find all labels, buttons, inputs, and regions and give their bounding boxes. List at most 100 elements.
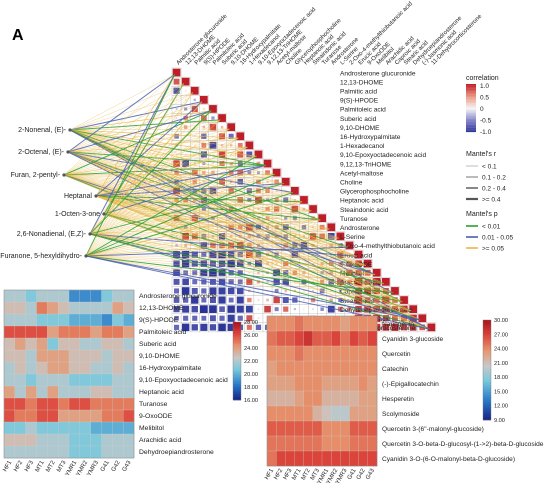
heat-cell: [303, 450, 314, 467]
heat-cell: [285, 330, 295, 347]
colorbar-swatch: [233, 350, 241, 353]
heat-cell: [358, 450, 369, 467]
mantel-edge: [89, 210, 312, 235]
mantel-edge: [89, 228, 330, 235]
heat-cell: [79, 397, 92, 411]
corr-cell: [194, 226, 196, 228]
colorbar-swatch: [483, 363, 491, 366]
corr-legend-swatch: [466, 88, 476, 91]
heat-cell: [68, 337, 81, 351]
heat-cell: [303, 435, 314, 452]
heat-cell: [331, 375, 341, 392]
corr-cell: [265, 216, 270, 220]
corr-cell: [273, 278, 280, 286]
mantel-edge: [85, 255, 375, 275]
colorbar-swatch: [233, 364, 241, 367]
row-label: Steaindonic acid: [340, 207, 389, 214]
heat-cell: [3, 301, 16, 315]
corr-cell: [266, 180, 269, 183]
colorbar-swatch: [483, 341, 491, 344]
corr-cell: [338, 289, 342, 293]
mantel-edge: [67, 101, 203, 153]
heat-col-label: MT3: [56, 459, 68, 473]
corr-cell: [246, 278, 253, 285]
colorbar-swatch: [483, 346, 491, 349]
colorbar-swatch: [483, 396, 491, 399]
heat-cell: [36, 361, 48, 375]
corr-cell: [255, 251, 262, 258]
corr-legend-swatch: [466, 103, 476, 105]
heat-cell: [90, 289, 102, 303]
heat-cell: [36, 301, 48, 315]
corr-cell: [173, 160, 180, 167]
colorbar-swatch: [233, 377, 241, 380]
heat-cell: [312, 345, 323, 362]
corr-cell: [246, 188, 252, 194]
heat-cell: [3, 313, 16, 327]
corr-cell: [193, 98, 196, 101]
heat-cell: [331, 360, 341, 377]
colorbar-swatch: [483, 391, 491, 394]
corr-cell: [293, 308, 296, 311]
corr-cell: [381, 277, 390, 286]
heat-cell: [340, 450, 350, 467]
heat-cell: [358, 405, 369, 422]
colorbar-swatch: [483, 378, 491, 381]
mantel-edge: [89, 101, 203, 235]
heat-cell: [321, 390, 332, 407]
corr-legend-swatch: [466, 127, 476, 129]
colorbar-swatch: [483, 383, 491, 386]
heat-cell: [340, 375, 350, 392]
heat-row-label: Catechin: [382, 366, 408, 373]
colorbar-frame: [232, 321, 242, 401]
mantel-edge: [95, 128, 230, 197]
mantel-edge: [63, 174, 330, 230]
corr-cell: [193, 198, 197, 202]
corr-cell: [265, 170, 270, 176]
heat-cell: [25, 373, 37, 387]
mantel-edge: [89, 83, 184, 235]
corr-cell: [302, 235, 306, 238]
row-label: Heptanoic acid: [340, 198, 384, 205]
corr-cell: [194, 244, 196, 247]
mantel-edge: [103, 128, 230, 215]
heat-row-label: 9,10-Epoxyoctadecenoic acid: [139, 377, 228, 384]
heat-cell: [3, 445, 16, 459]
row-label: Suberic acid: [340, 116, 377, 123]
volatile-label: 2-Octenal, (E)-: [18, 149, 65, 156]
corr-cell: [363, 259, 372, 268]
heat-cell: [36, 385, 48, 399]
mantel-edge: [63, 174, 312, 212]
corr-cell: [218, 250, 226, 259]
heat-cell: [101, 313, 113, 327]
corr-cell: [191, 169, 198, 176]
corr-legend-swatch: [466, 118, 476, 121]
row-label: Androsterone: [340, 225, 380, 232]
heat-cell: [358, 420, 369, 437]
heat-cell: [123, 337, 135, 351]
colorbar-swatch: [483, 361, 491, 364]
heat-cell: [101, 433, 113, 447]
heat-cell: [25, 325, 37, 339]
corr-cell: [248, 181, 251, 183]
heat-cell: [58, 301, 70, 315]
corr-legend-swatch: [466, 128, 476, 130]
heat-cell: [14, 373, 27, 387]
corr-cell: [181, 323, 190, 332]
row-label: 12,13-DHOME: [340, 79, 384, 86]
corr-cell: [338, 297, 343, 303]
colorbar-swatch: [483, 343, 491, 346]
corr-cell: [346, 269, 353, 276]
colorbar-tick: 24.00: [244, 346, 258, 352]
heat-cell: [14, 325, 27, 339]
heat-cell: [25, 313, 37, 327]
heat-cell: [312, 315, 323, 332]
corr-cell: [211, 216, 215, 220]
heat-cell: [47, 349, 59, 363]
heat-cell: [79, 289, 92, 303]
corr-cell: [202, 180, 205, 183]
corr-cell: [293, 198, 296, 201]
corr-cell: [211, 116, 215, 120]
heat-cell: [112, 385, 124, 399]
corr-cell: [218, 296, 226, 304]
